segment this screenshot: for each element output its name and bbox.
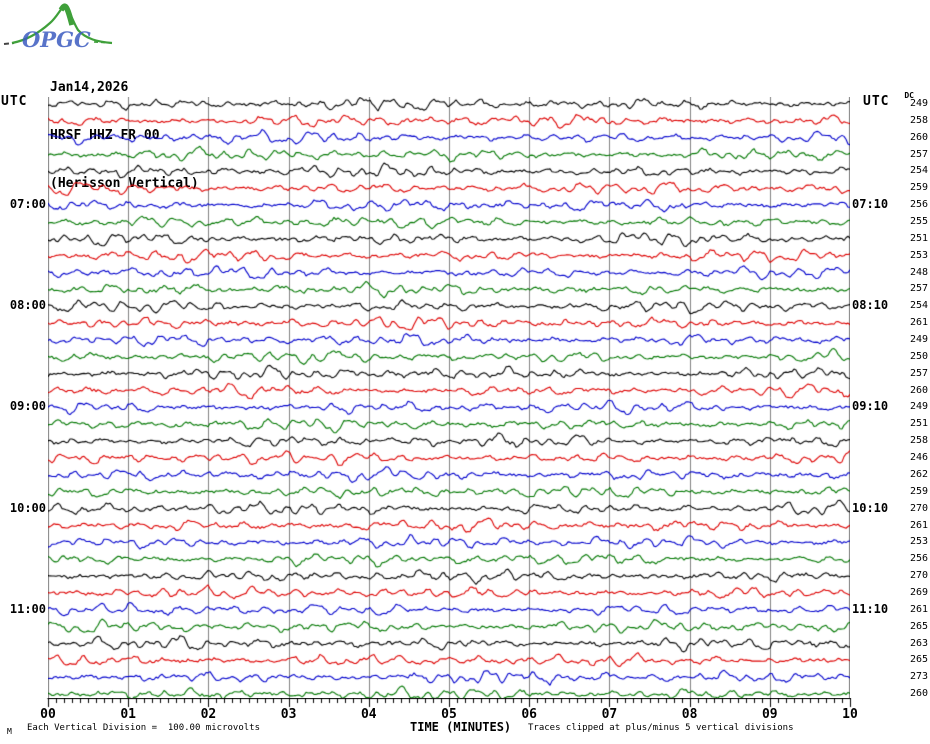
minute-tick-label: 10 (842, 707, 858, 722)
dc-value: 263 (909, 637, 928, 649)
time-axis-canvas (0, 698, 930, 710)
utc-label-left: UTC (1, 94, 28, 109)
dc-value: 253 (909, 536, 928, 548)
scale-note: Each Vertical Division = 100.00 microvol… (27, 723, 260, 733)
hour-label-left: 10:00 (9, 500, 46, 515)
dc-value: 254 (909, 300, 928, 312)
dc-value: 248 (909, 266, 928, 278)
dc-value: 265 (909, 620, 928, 632)
minute-tick-label: 08 (681, 707, 698, 722)
minute-tick-label: 03 (280, 707, 297, 722)
dc-value: 257 (909, 283, 928, 295)
scale-marker: M (7, 727, 12, 736)
minute-tick-label: 04 (360, 707, 377, 722)
minute-tick-label: 00 (40, 707, 56, 722)
time-axis-title: TIME (MINUTES) (410, 720, 512, 734)
hour-label-right: 09:10 (852, 399, 889, 414)
dc-value: 257 (909, 148, 928, 160)
utc-label-right: UTC (863, 94, 890, 109)
hour-label-right: 07:10 (852, 197, 889, 212)
hour-label-right: 08:10 (852, 298, 889, 313)
hour-label-left: 07:00 (9, 197, 46, 212)
dc-value: 254 (909, 165, 928, 177)
dc-column-label: DC (904, 91, 914, 100)
dc-value: 258 (909, 435, 928, 447)
minute-tick-label: 06 (521, 707, 538, 722)
hour-label-left: 11:00 (9, 601, 46, 616)
dc-value: 257 (909, 367, 928, 379)
minute-tick-label: 09 (761, 707, 778, 722)
dc-value: 256 (909, 199, 928, 211)
minute-tick-label: 01 (120, 707, 137, 722)
dc-value: 262 (909, 468, 928, 480)
dc-value: 261 (909, 519, 928, 531)
dc-value: 259 (909, 485, 928, 497)
dc-value: 259 (909, 182, 928, 194)
hour-label-right: 11:10 (852, 601, 889, 616)
hour-label-left: 08:00 (9, 298, 46, 313)
dc-value: 251 (909, 232, 928, 244)
hour-label-left: 09:00 (9, 399, 46, 414)
dc-value: 258 (909, 114, 928, 126)
clip-note: Traces clipped at plus/minus 5 vertical … (528, 723, 794, 733)
dc-value: 250 (909, 350, 928, 362)
dc-value: 255 (909, 216, 928, 228)
dc-value: 256 (909, 553, 928, 565)
dc-value: 273 (909, 671, 928, 683)
dc-value: 261 (909, 603, 928, 615)
dc-value: 265 (909, 654, 928, 666)
dc-value: 249 (909, 334, 928, 346)
logo-text: OPGC (22, 27, 91, 52)
minute-tick-label: 05 (441, 707, 457, 722)
seismogram-trace-area (48, 97, 850, 698)
dc-value: 261 (909, 317, 928, 329)
dc-value: 260 (909, 688, 928, 700)
dc-value: 270 (909, 502, 928, 514)
dc-value: 249 (909, 98, 928, 109)
dc-value: 269 (909, 586, 928, 598)
dc-value: 270 (909, 570, 928, 582)
minute-tick-label: 07 (601, 707, 618, 722)
dc-value: 260 (909, 384, 928, 396)
dc-value: 249 (909, 401, 928, 413)
minute-tick-label: 02 (200, 707, 217, 722)
header-date: Jan14,2026 (50, 80, 129, 95)
opgc-logo: OPGC (3, 3, 113, 52)
dc-value: 260 (909, 131, 928, 143)
hour-label-right: 10:10 (852, 500, 889, 515)
dc-value: 246 (909, 452, 928, 464)
dc-value: 251 (909, 418, 928, 430)
dc-value: 253 (909, 249, 928, 261)
